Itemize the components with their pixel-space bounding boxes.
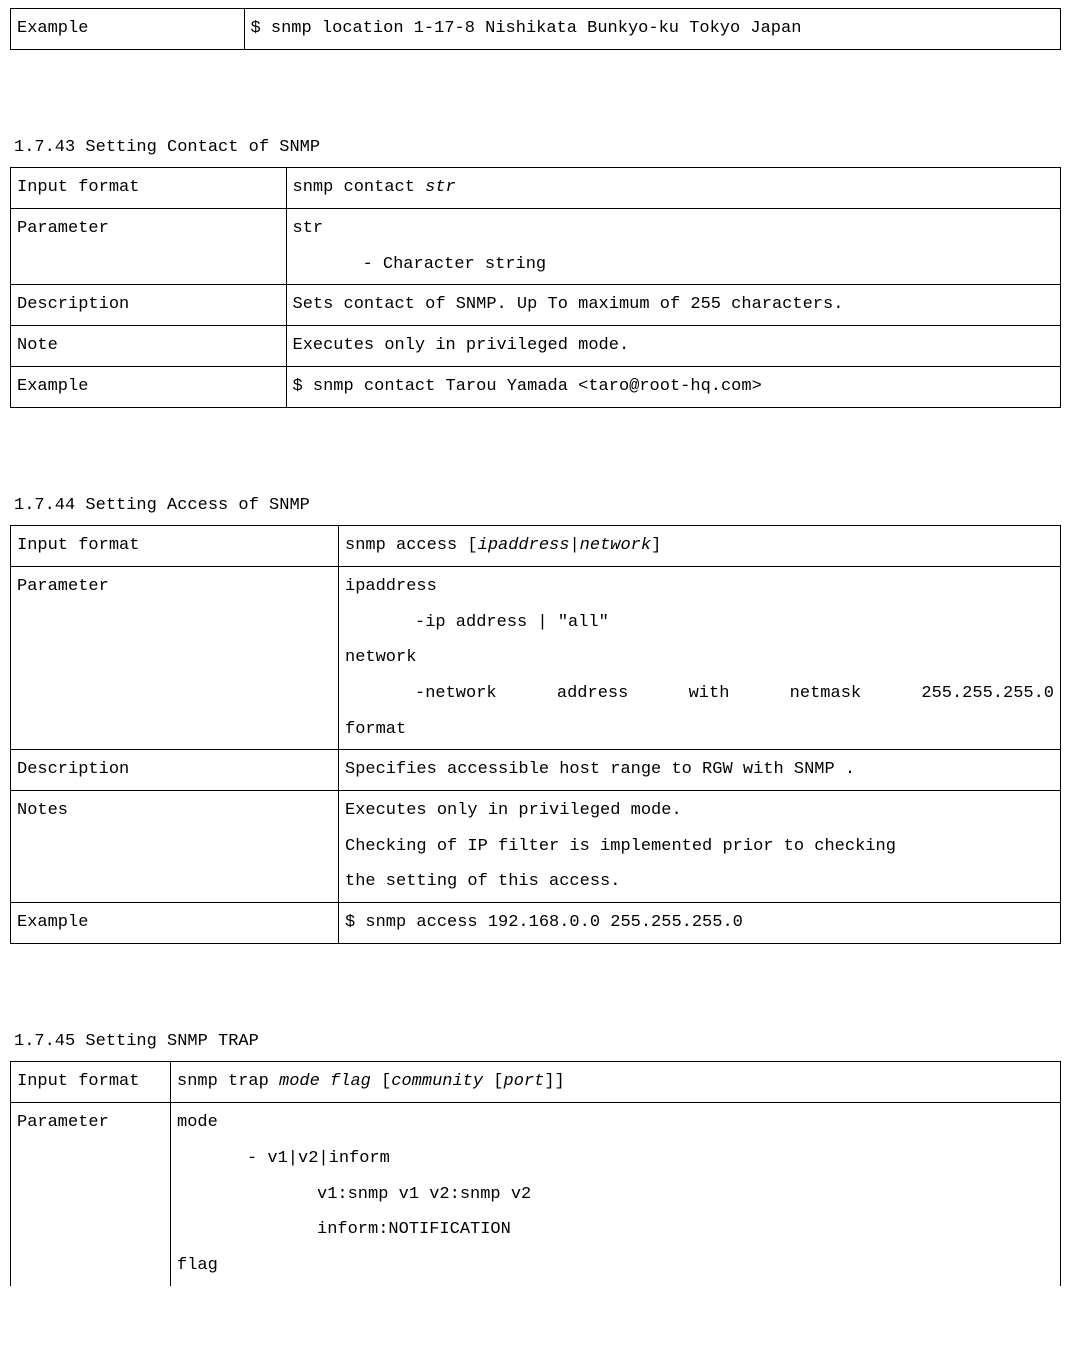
cell-notes-label: Notes [11,791,339,903]
text-em: community [391,1072,493,1091]
text: snmp contact [293,178,426,197]
cell-note-value: Executes only in privileged mode. [286,326,1061,367]
text: Checking of IP filter is implemented pri… [345,829,1054,865]
cell-description-value: Specifies accessible host range to RGW w… [339,750,1061,791]
cell-input-format-label: Input format [11,526,339,567]
cell-parameter-value: ipaddress -ip address | "all" network -n… [339,566,1061,749]
table-44: Input format snmp access [ipaddress|netw… [10,525,1061,944]
cell-example-value: $ snmp location 1-17-8 Nishikata Bunkyo-… [244,9,1061,50]
cell-input-format-value: snmp contact str [286,168,1061,209]
text: format [345,712,1054,748]
cell-input-format-value: snmp trap mode flag [community [port]] [171,1062,1061,1103]
cell-notes-value: Executes only in privileged mode. Checki… [339,791,1061,903]
cell-description-label: Description [11,285,287,326]
cell-parameter-value: mode - v1|v2|inform v1:snmp v1 v2:snmp v… [171,1103,1061,1286]
text: -ip address | "all" [345,605,1054,641]
section-title-43: 1.7.43 Setting Contact of SNMP [10,130,1061,166]
cell-parameter-value: str - Character string [286,209,1061,285]
cell-description-label: Description [11,750,339,791]
cell-example-label: Example [11,366,287,407]
text: ] [651,536,661,555]
text: snmp trap [177,1072,279,1091]
text-em: str [425,178,456,197]
cell-note-label: Note [11,326,287,367]
text: the setting of this access. [345,864,1054,900]
text: Executes only in privileged mode. [345,793,1054,829]
cell-parameter-label: Parameter [11,209,287,285]
cell-example-value: $ snmp access 192.168.0.0 255.255.255.0 [339,903,1061,944]
text: inform:NOTIFICATION [177,1212,1054,1248]
text: -network address with netmask 255.255.25… [345,676,1054,712]
text: ipaddress [345,577,437,596]
cell-parameter-label: Parameter [11,566,339,749]
text: [ [381,1072,391,1091]
cell-input-format-label: Input format [11,168,287,209]
text: flag [177,1248,1054,1284]
text: - v1|v2|inform [177,1141,1054,1177]
cell-input-format-value: snmp access [ipaddress|network] [339,526,1061,567]
cell-example-label: Example [11,903,339,944]
text: v1:snmp v1 v2:snmp v2 [177,1177,1054,1213]
text: mode [177,1105,1054,1141]
text: [ [493,1072,503,1091]
section-title-44: 1.7.44 Setting Access of SNMP [10,488,1061,524]
text: str [293,219,324,238]
table-45: Input format snmp trap mode flag [commun… [10,1061,1061,1285]
text-em: ipaddress|network [478,536,651,555]
text: network [345,640,1054,676]
text: ]] [544,1072,564,1091]
cell-example-value: $ snmp contact Tarou Yamada <taro@root-h… [286,366,1061,407]
text: snmp access [ [345,536,478,555]
table-43: Input format snmp contact str Parameter … [10,167,1061,407]
text-em: mode flag [279,1072,381,1091]
cell-parameter-label: Parameter [11,1103,171,1286]
cell-input-format-label: Input format [11,1062,171,1103]
text-em: port [504,1072,545,1091]
cell-example-label: Example [11,9,245,50]
section-title-45: 1.7.45 Setting SNMP TRAP [10,1024,1061,1060]
text: - Character string [293,247,1055,283]
example-top-table: Example $ snmp location 1-17-8 Nishikata… [10,8,1061,50]
cell-description-value: Sets contact of SNMP. Up To maximum of 2… [286,285,1061,326]
